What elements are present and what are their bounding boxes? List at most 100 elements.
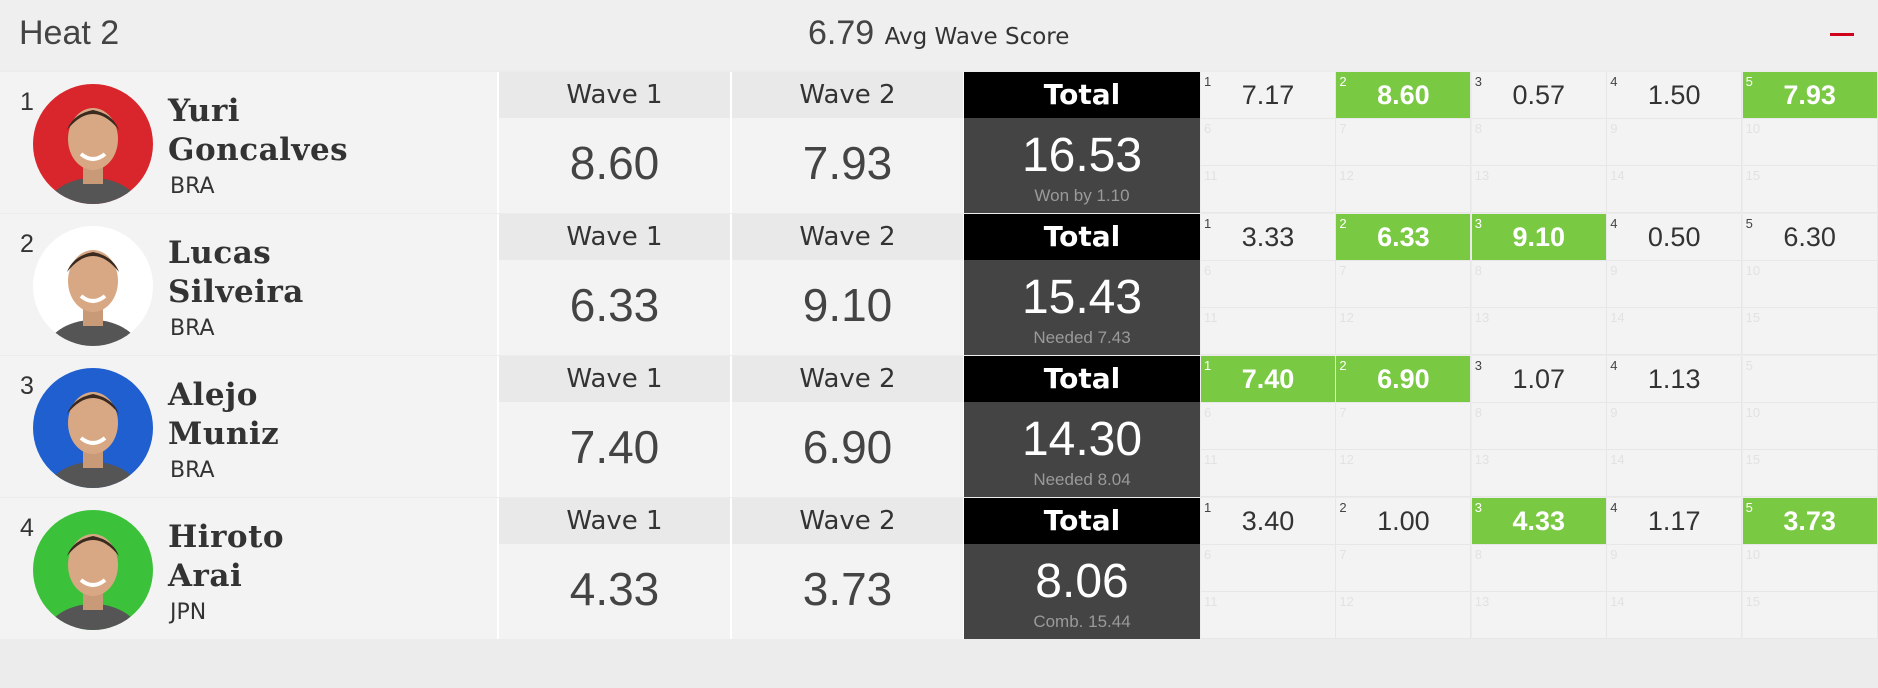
wave-number: 7: [1339, 263, 1347, 278]
wave-cell[interactable]: 7: [1336, 403, 1472, 450]
wave-cell[interactable]: 9: [1607, 261, 1743, 308]
heat-header: Heat 2 6.79 Avg Wave Score: [0, 0, 1878, 70]
wave-cell[interactable]: 5 6.30: [1742, 214, 1878, 261]
wave-cell[interactable]: 10: [1742, 119, 1878, 166]
wave-cell[interactable]: 12: [1336, 308, 1472, 355]
wave-cell[interactable]: 1 7.40: [1201, 356, 1336, 403]
wave-cell[interactable]: 9: [1607, 119, 1743, 166]
wave-1-column: Wave 1 6.33: [499, 214, 732, 355]
total-score: 16.53: [1021, 129, 1143, 182]
wave-cell[interactable]: 6: [1201, 261, 1336, 308]
wave-cell[interactable]: 4 1.17: [1607, 498, 1743, 545]
wave-cell[interactable]: 3 0.57: [1471, 72, 1607, 119]
wave-number: 8: [1474, 121, 1483, 136]
wave-cell[interactable]: 2 1.00: [1336, 498, 1472, 545]
wave-score: 4.33: [1512, 506, 1566, 536]
wave-2-column: Wave 2 3.73: [732, 498, 965, 639]
wave-cell[interactable]: 10: [1742, 403, 1878, 450]
wave-number: 14: [1610, 168, 1625, 183]
athlete-photo: [33, 510, 153, 630]
wave-number: 15: [1745, 310, 1761, 325]
wave-cell[interactable]: 5: [1742, 356, 1878, 403]
wave-number: 11: [1204, 594, 1218, 609]
wave-cell[interactable]: 3 1.07: [1471, 356, 1607, 403]
wave-cell[interactable]: 2 8.60: [1336, 72, 1472, 119]
wave-cell[interactable]: 5 3.73: [1742, 498, 1878, 545]
wave-cell[interactable]: 15: [1742, 450, 1878, 497]
wave-cell[interactable]: 8: [1471, 545, 1607, 592]
wave-1-header: Wave 1: [499, 356, 730, 402]
wave-cell[interactable]: 1 3.40: [1201, 498, 1336, 545]
wave-cell[interactable]: 11: [1201, 450, 1336, 497]
wave-cell[interactable]: 9: [1607, 545, 1743, 592]
wave-cell[interactable]: 13: [1471, 592, 1607, 639]
total-note: Needed 8.04: [1033, 470, 1131, 489]
wave-cell[interactable]: 10: [1742, 545, 1878, 592]
athlete-name[interactable]: Lucas Silveira: [168, 234, 304, 312]
wave-score: 1.50: [1647, 80, 1701, 110]
wave-number: 7: [1339, 547, 1347, 562]
wave-cell[interactable]: 11: [1201, 308, 1336, 355]
wave-cell[interactable]: 3 4.33: [1471, 498, 1607, 545]
wave-cell[interactable]: 12: [1336, 166, 1472, 213]
athlete-row: 4 Hiroto Arai JPN Wave 1 4.33: [0, 498, 1878, 639]
wave-2-score: 3.73: [802, 563, 893, 615]
wave-cell[interactable]: 2 6.33: [1336, 214, 1472, 261]
wave-cell[interactable]: 9: [1607, 403, 1743, 450]
wave-cell[interactable]: 15: [1742, 592, 1878, 639]
wave-cell[interactable]: 1 3.33: [1201, 214, 1336, 261]
wave-cell[interactable]: 7: [1336, 119, 1472, 166]
wave-number: 3: [1474, 500, 1483, 515]
athlete-info: 3 Alejo Muniz BRA: [0, 356, 499, 497]
wave-cell[interactable]: 4 1.13: [1607, 356, 1743, 403]
wave-cell[interactable]: 6: [1201, 403, 1336, 450]
wave-cell[interactable]: 7: [1336, 545, 1472, 592]
wave-number: 15: [1745, 594, 1761, 609]
wave-cell[interactable]: 12: [1336, 450, 1472, 497]
wave-cell[interactable]: 5 7.93: [1742, 72, 1878, 119]
wave-cell[interactable]: 13: [1471, 166, 1607, 213]
athlete-info: 2 Lucas Silveira BRA: [0, 214, 499, 355]
athlete-first-name: Hiroto: [168, 519, 285, 555]
wave-cell[interactable]: 4 1.50: [1607, 72, 1743, 119]
wave-cell[interactable]: 15: [1742, 166, 1878, 213]
wave-score: 7.93: [1783, 80, 1836, 110]
wave-cell[interactable]: 11: [1201, 166, 1336, 213]
wave-number: 9: [1610, 121, 1618, 136]
wave-number: 8: [1474, 263, 1483, 278]
wave-1-score: 8.60: [569, 137, 660, 189]
wave-cell[interactable]: 6: [1201, 545, 1336, 592]
athlete-name[interactable]: Hiroto Arai: [168, 518, 284, 596]
wave-cell[interactable]: 1 7.17: [1201, 72, 1336, 119]
athlete-country: BRA: [170, 458, 215, 483]
wave-cell[interactable]: 14: [1607, 450, 1743, 497]
wave-score: 1.13: [1647, 364, 1701, 394]
wave-cell[interactable]: 13: [1471, 308, 1607, 355]
wave-cell[interactable]: 2 6.90: [1336, 356, 1472, 403]
wave-cell[interactable]: 8: [1471, 119, 1607, 166]
minus-icon[interactable]: [1830, 33, 1854, 36]
wave-cell[interactable]: 14: [1607, 592, 1743, 639]
wave-cell[interactable]: 13: [1471, 450, 1607, 497]
athlete-country: BRA: [170, 174, 215, 199]
athlete-first-name: Alejo: [168, 377, 258, 413]
wave-cell[interactable]: 6: [1201, 119, 1336, 166]
wave-cell[interactable]: 8: [1471, 403, 1607, 450]
wave-cell[interactable]: 14: [1607, 308, 1743, 355]
wave-cell[interactable]: 8: [1471, 261, 1607, 308]
wave-cell[interactable]: 3 9.10: [1471, 214, 1607, 261]
wave-cell[interactable]: 11: [1201, 592, 1336, 639]
athlete-name[interactable]: Alejo Muniz: [168, 376, 279, 454]
wave-cell[interactable]: 14: [1607, 166, 1743, 213]
wave-cell[interactable]: 15: [1742, 308, 1878, 355]
wave-cell[interactable]: 12: [1336, 592, 1472, 639]
wave-number: 15: [1745, 452, 1761, 467]
wave-cell[interactable]: 7: [1336, 261, 1472, 308]
wave-2-header: Wave 2: [732, 356, 963, 402]
athlete-photo: [33, 226, 153, 346]
wave-cell[interactable]: 4 0.50: [1607, 214, 1743, 261]
wave-number: 8: [1474, 547, 1483, 562]
athlete-name[interactable]: Yuri Goncalves: [168, 92, 348, 170]
wave-cell[interactable]: 10: [1742, 261, 1878, 308]
wave-2-header: Wave 2: [732, 214, 963, 260]
